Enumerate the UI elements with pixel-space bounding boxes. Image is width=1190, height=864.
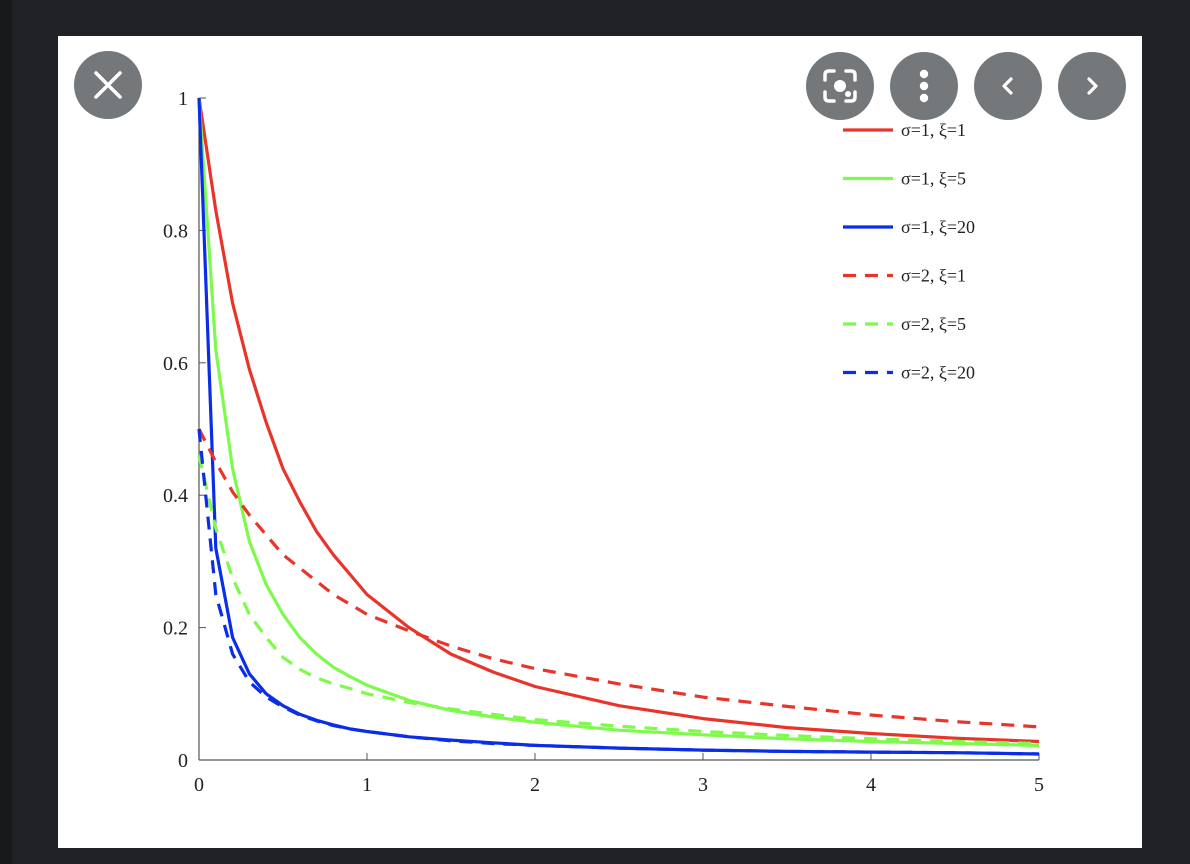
series-line-5 xyxy=(197,455,1040,746)
y-tick-label: 0.2 xyxy=(163,618,188,640)
viewer-backdrop xyxy=(0,0,12,864)
legend-label: σ=2, ξ=1 xyxy=(901,266,966,286)
y-tick-label: 0.8 xyxy=(163,220,188,242)
visual-search-button[interactable] xyxy=(806,52,874,120)
close-button[interactable] xyxy=(74,51,142,119)
more-options-button[interactable] xyxy=(890,52,958,120)
lens-icon xyxy=(823,69,857,103)
x-tick-label: 5 xyxy=(1034,774,1044,796)
legend-label: σ=1, ξ=5 xyxy=(901,169,966,189)
series-line-1 xyxy=(197,97,1040,744)
legend-label: σ=1, ξ=1 xyxy=(901,120,966,140)
y-tick-label: 0.4 xyxy=(163,485,188,507)
x-tick-label: 2 xyxy=(530,774,540,796)
chevron-right-icon xyxy=(1087,77,1098,95)
x-tick-label: 4 xyxy=(866,774,876,796)
y-tick-label: 0 xyxy=(178,750,188,772)
series-line-3 xyxy=(197,97,1040,756)
y-tick-label: 1 xyxy=(178,88,188,110)
legend-label: σ=2, ξ=20 xyxy=(901,363,975,383)
previous-button[interactable] xyxy=(974,52,1042,120)
image-viewer: 0 1 2 3 4 5 0 0.2 0.4 0.6 0.8 1 σ=1, ξ=1 σ=1, ξ=5 σ=1,… xyxy=(58,36,1142,848)
more-icon xyxy=(919,69,929,103)
series-line-2 xyxy=(197,97,1040,747)
close-icon xyxy=(94,71,122,99)
legend-label: σ=2, ξ=5 xyxy=(901,314,966,334)
next-button[interactable] xyxy=(1058,52,1126,120)
x-tick-label: 3 xyxy=(698,774,708,796)
chevron-left-icon xyxy=(1002,77,1013,95)
x-tick-label: 1 xyxy=(362,774,372,796)
legend-label: σ=1, ξ=20 xyxy=(901,217,975,237)
line-chart: 0 1 2 3 4 5 0 0.2 0.4 0.6 0.8 1 σ=1, ξ=1 σ=1, ξ=5 σ=1,… xyxy=(163,88,1044,796)
x-tick-label: 0 xyxy=(194,774,204,796)
series-line-6 xyxy=(197,428,1040,756)
y-tick-label: 0.6 xyxy=(163,353,188,375)
